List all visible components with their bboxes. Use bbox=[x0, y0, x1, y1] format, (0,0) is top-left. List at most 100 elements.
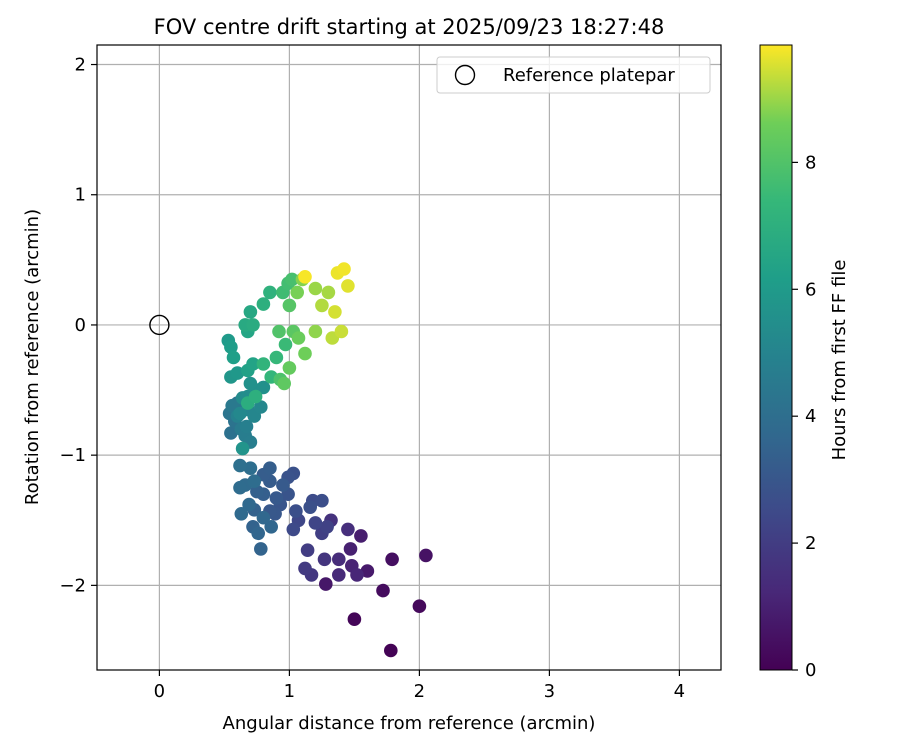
data-point bbox=[320, 520, 334, 534]
colorbar-tick-label: 4 bbox=[805, 406, 816, 427]
data-point bbox=[334, 324, 349, 339]
data-point bbox=[298, 270, 312, 284]
data-point bbox=[285, 272, 299, 287]
data-point bbox=[298, 346, 312, 361]
data-point bbox=[263, 285, 277, 300]
data-point bbox=[343, 542, 358, 556]
y-tick-label: 1 bbox=[75, 185, 86, 206]
data-point bbox=[253, 400, 268, 414]
legend-marker-icon bbox=[454, 64, 476, 86]
data-point bbox=[235, 441, 250, 456]
data-point bbox=[226, 350, 241, 365]
data-point bbox=[317, 552, 332, 567]
data-point bbox=[264, 520, 279, 534]
data-point bbox=[243, 461, 258, 476]
colorbar-tick-label: 2 bbox=[805, 533, 816, 554]
data-point bbox=[256, 380, 271, 395]
chart-title: FOV centre drift starting at 2025/09/23 … bbox=[154, 15, 665, 39]
data-point bbox=[253, 542, 268, 556]
data-point bbox=[246, 318, 260, 332]
y-tick-label: −1 bbox=[59, 445, 86, 466]
colorbar: 0 2 4 6 8 Hours from first FF file bbox=[759, 44, 850, 681]
colorbar-tick-label: 0 bbox=[805, 660, 816, 681]
data-point bbox=[277, 376, 292, 391]
data-point bbox=[276, 478, 290, 492]
data-point bbox=[350, 568, 364, 582]
data-point bbox=[300, 543, 315, 557]
data-point bbox=[224, 426, 238, 440]
colorbar-tick-label: 6 bbox=[805, 279, 816, 300]
data-point bbox=[263, 461, 277, 476]
data-point bbox=[243, 305, 258, 319]
data-point bbox=[282, 298, 297, 313]
data-point bbox=[247, 474, 262, 489]
data-point bbox=[256, 297, 271, 311]
y-axis-label: Rotation from reference (arcmin) bbox=[22, 209, 43, 505]
data-point bbox=[303, 500, 318, 514]
data-point bbox=[269, 350, 284, 365]
data-point bbox=[328, 305, 342, 319]
data-point bbox=[251, 526, 265, 541]
data-point bbox=[289, 504, 303, 518]
data-point bbox=[233, 458, 247, 473]
data-point bbox=[319, 577, 333, 591]
colorbar-label: Hours from first FF file bbox=[829, 260, 850, 461]
y-tick-label: 2 bbox=[75, 55, 86, 76]
data-point bbox=[376, 583, 390, 598]
colorbar-ticks: 0 2 4 6 8 bbox=[792, 152, 816, 681]
data-point bbox=[341, 279, 355, 293]
data-point bbox=[243, 376, 258, 391]
data-point bbox=[272, 324, 286, 339]
data-point bbox=[298, 561, 312, 576]
data-point bbox=[308, 324, 323, 339]
data-point bbox=[347, 612, 362, 626]
legend-label: Reference platepar bbox=[503, 65, 675, 86]
data-point bbox=[246, 357, 260, 371]
data-point bbox=[239, 419, 254, 434]
data-point bbox=[308, 281, 323, 296]
x-tick-label: 4 bbox=[674, 681, 685, 702]
data-point bbox=[412, 599, 427, 613]
data-point bbox=[290, 285, 305, 300]
data-point bbox=[224, 340, 238, 354]
data-point bbox=[354, 529, 368, 543]
reference-marker-layer bbox=[149, 314, 170, 336]
data-point bbox=[234, 507, 249, 521]
data-point bbox=[315, 493, 329, 508]
data-points bbox=[221, 262, 433, 658]
data-point bbox=[282, 361, 297, 375]
x-tick-label: 3 bbox=[544, 681, 555, 702]
legend-box bbox=[436, 56, 711, 94]
data-point bbox=[321, 285, 336, 300]
data-point bbox=[332, 552, 346, 567]
axis-ticks: 0 1 2 3 4 −2 −1 0 1 2 bbox=[59, 55, 685, 702]
plot-frame bbox=[96, 44, 722, 671]
data-point bbox=[233, 480, 247, 495]
data-point bbox=[286, 522, 301, 537]
data-point bbox=[385, 552, 399, 567]
plot-area bbox=[97, 45, 721, 670]
data-point bbox=[337, 262, 351, 276]
data-point bbox=[248, 389, 263, 404]
reference-platepar-marker bbox=[149, 314, 170, 336]
y-tick-label: 0 bbox=[75, 315, 86, 336]
data-point bbox=[341, 522, 355, 537]
data-point bbox=[360, 564, 375, 578]
colorbar-gradient bbox=[759, 44, 793, 671]
data-point bbox=[384, 643, 398, 658]
x-tick-label: 0 bbox=[154, 681, 165, 702]
data-point bbox=[242, 497, 256, 512]
data-point bbox=[332, 568, 346, 582]
data-point bbox=[250, 484, 264, 499]
data-point bbox=[233, 406, 247, 421]
legend: Reference platepar bbox=[436, 56, 711, 94]
x-tick-label: 1 bbox=[284, 681, 295, 702]
x-tick-label: 2 bbox=[414, 681, 425, 702]
data-point bbox=[419, 548, 433, 563]
data-point bbox=[269, 491, 284, 505]
data-point bbox=[230, 366, 245, 380]
colorbar-tick-label: 8 bbox=[805, 152, 816, 173]
y-tick-label: −2 bbox=[59, 575, 86, 596]
data-point bbox=[256, 510, 271, 525]
